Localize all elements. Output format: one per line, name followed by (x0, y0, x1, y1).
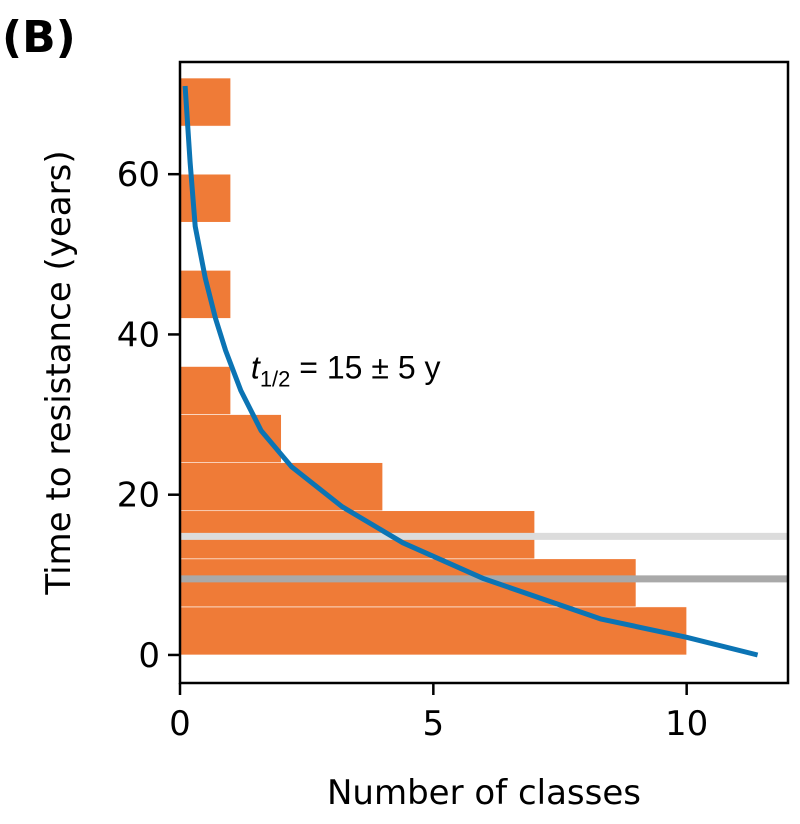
annotation-symbol: t (251, 350, 261, 386)
bar-0 (179, 606, 687, 656)
annotation-subscript: 1/2 (260, 367, 291, 392)
bar-7 (179, 173, 231, 223)
half-life-annotation: t1/2 = 15 ± 5 y (251, 350, 441, 392)
x-tick-label-1: 5 (423, 704, 445, 744)
fit-curve (182, 85, 759, 658)
y-tick-label-0: 0 (138, 636, 160, 676)
bar-3 (179, 462, 383, 512)
y-ticks: 0 20 40 60 (117, 155, 180, 676)
y-axis-label: Time to resistance (years) (39, 150, 79, 595)
panel-label: (B) (2, 12, 76, 63)
bar-5 (179, 366, 231, 415)
plot-frame (178, 60, 790, 685)
y-tick-label-3: 60 (117, 155, 160, 195)
x-axis-label: Number of classes (327, 773, 641, 813)
bar-4 (179, 414, 282, 463)
bar-1 (179, 558, 637, 608)
x-tick-label-2: 10 (665, 704, 708, 744)
y-tick-label-1: 20 (117, 476, 160, 516)
x-ticks: 0 5 10 (169, 683, 708, 744)
y-tick-label-2: 40 (117, 315, 160, 355)
x-tick-label-0: 0 (169, 704, 191, 744)
annotation-text: = 15 ± 5 y (290, 350, 440, 386)
